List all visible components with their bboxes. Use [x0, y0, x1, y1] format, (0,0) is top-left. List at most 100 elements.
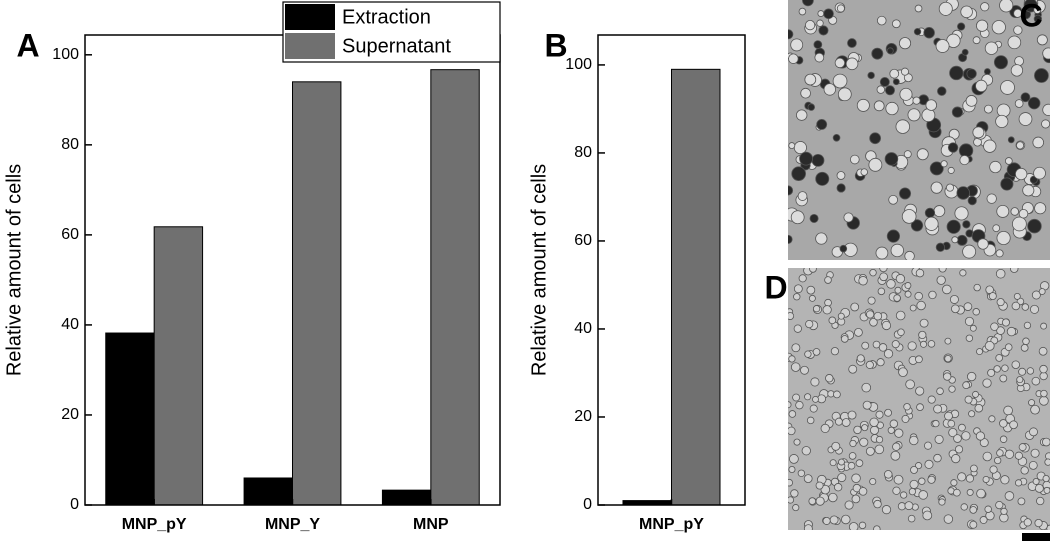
y-tick-label: 100: [565, 56, 592, 73]
cell: [995, 249, 1004, 258]
cell: [1003, 405, 1013, 416]
cell: [856, 98, 870, 112]
cell: [881, 320, 892, 331]
cell: [976, 488, 986, 499]
cell: [972, 390, 980, 398]
cell: [952, 488, 961, 497]
cell: [957, 22, 966, 31]
cell: [1000, 507, 1008, 516]
cell: [893, 294, 901, 302]
cell: [970, 464, 978, 473]
cell: [923, 27, 935, 39]
cell: [847, 38, 857, 48]
cell: [918, 477, 926, 485]
cell: [938, 268, 947, 273]
cell: [892, 486, 901, 495]
cell: [901, 414, 910, 423]
cell: [916, 148, 929, 161]
cell: [976, 348, 984, 356]
cell: [790, 362, 801, 372]
cell: [869, 477, 877, 486]
cell: [1042, 437, 1050, 447]
cell: [884, 152, 899, 166]
panel-label: D: [764, 269, 787, 305]
cell: [876, 85, 886, 94]
cell: [1020, 343, 1029, 352]
cell: [793, 284, 803, 294]
cell: [989, 160, 1002, 174]
cell: [883, 349, 894, 359]
cell: [954, 445, 964, 454]
cell: [1040, 322, 1048, 330]
cell: [1038, 288, 1046, 295]
cell: [816, 19, 824, 27]
cell: [858, 276, 868, 286]
cell: [1039, 371, 1048, 381]
cell: [788, 355, 796, 363]
cell: [869, 132, 881, 145]
cell: [836, 4, 845, 13]
cell: [916, 300, 926, 311]
cell: [873, 499, 882, 509]
cell: [959, 269, 967, 277]
cell: [848, 452, 857, 460]
cell: [909, 435, 919, 446]
cell: [1000, 475, 1010, 485]
cell: [861, 382, 872, 393]
x-tick-label: MNP_pY: [122, 516, 187, 533]
cell: [869, 417, 879, 427]
cell: [788, 53, 799, 64]
cell: [875, 246, 889, 260]
cell: [837, 87, 852, 102]
x-tick-label: MNP: [413, 516, 449, 533]
cell: [967, 196, 977, 206]
cell: [820, 484, 831, 495]
cell: [890, 450, 901, 461]
cell: [967, 371, 977, 382]
cell: [898, 37, 912, 50]
cell: [960, 5, 973, 19]
cell: [962, 220, 971, 229]
cell: [793, 324, 802, 333]
cell: [1013, 292, 1021, 300]
cell: [860, 168, 868, 176]
cell: [915, 355, 923, 364]
cell: [829, 459, 837, 467]
cell: [1041, 119, 1050, 129]
legend-swatch: [285, 4, 335, 30]
cell: [1026, 367, 1035, 375]
cell: [788, 478, 794, 487]
bar: [153, 226, 204, 506]
cell: [956, 234, 968, 246]
cell: [851, 473, 861, 484]
cell: [1004, 157, 1013, 165]
cell: [990, 322, 999, 331]
cell: [1012, 216, 1027, 232]
cell: [796, 109, 808, 121]
cell: [980, 2, 990, 12]
cell: [940, 160, 948, 168]
cell: [969, 324, 977, 332]
y-axis-label: Relative amount of cells: [3, 164, 25, 376]
cell: [951, 106, 964, 118]
cell: [927, 475, 936, 484]
cell: [909, 479, 919, 489]
cell: [1004, 343, 1013, 352]
cell: [994, 456, 1002, 465]
cell: [788, 185, 794, 196]
cell: [847, 410, 857, 420]
cell: [886, 229, 900, 243]
cell: [907, 108, 921, 122]
cell: [797, 469, 806, 477]
cell: [798, 7, 807, 16]
cell: [876, 15, 887, 26]
cell: [1010, 64, 1024, 77]
y-tick-label: 0: [70, 496, 79, 513]
cell: [809, 404, 818, 413]
cell: [909, 304, 917, 312]
cell: [962, 381, 971, 390]
y-axis-label: Relative amount of cells: [528, 164, 550, 376]
y-tick-label: 80: [61, 136, 79, 153]
y-tick-label: 40: [61, 316, 79, 333]
cell: [933, 205, 946, 218]
